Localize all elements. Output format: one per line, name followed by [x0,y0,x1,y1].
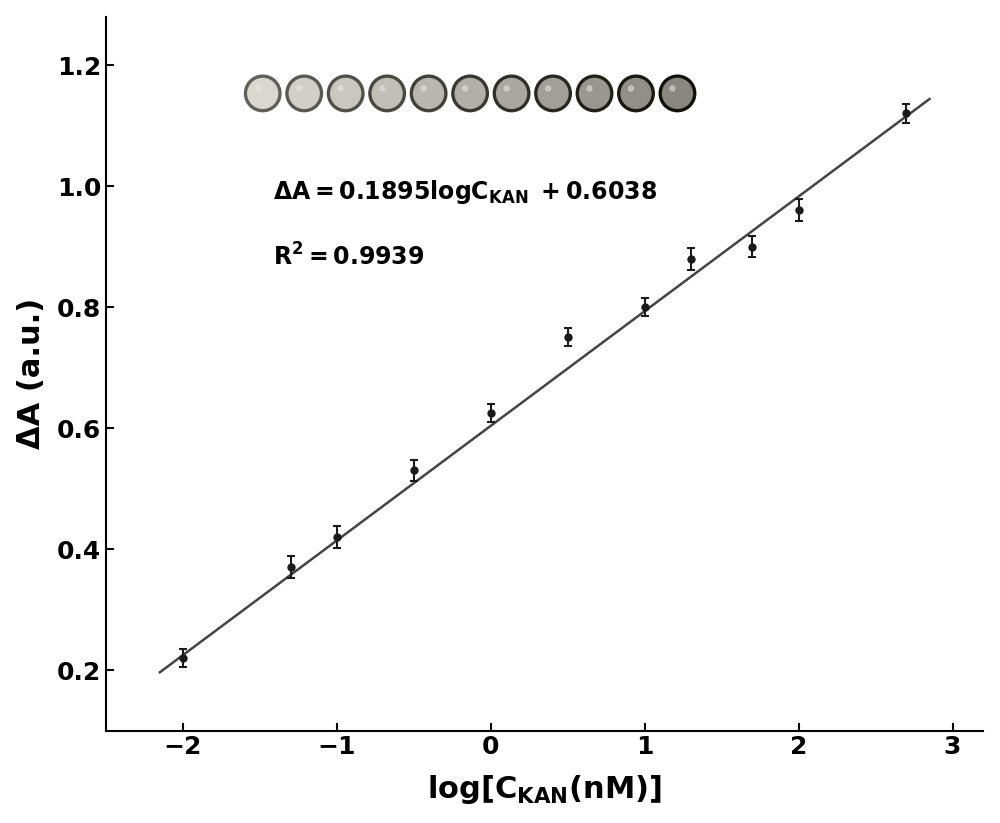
Y-axis label: ΔA (a.u.): ΔA (a.u.) [17,298,46,449]
Text: $\mathbf{\Delta A=0.1895logC_{KAN}}$$\mathbf{\ +0.6038}$: $\mathbf{\Delta A=0.1895logC_{KAN}}$$\ma… [273,178,657,206]
X-axis label: $\mathbf{log[C_{KAN}(nM)]}$: $\mathbf{log[C_{KAN}(nM)]}$ [427,774,662,807]
Text: $\mathbf{R^2=0.9939}$: $\mathbf{R^2=0.9939}$ [273,243,424,270]
